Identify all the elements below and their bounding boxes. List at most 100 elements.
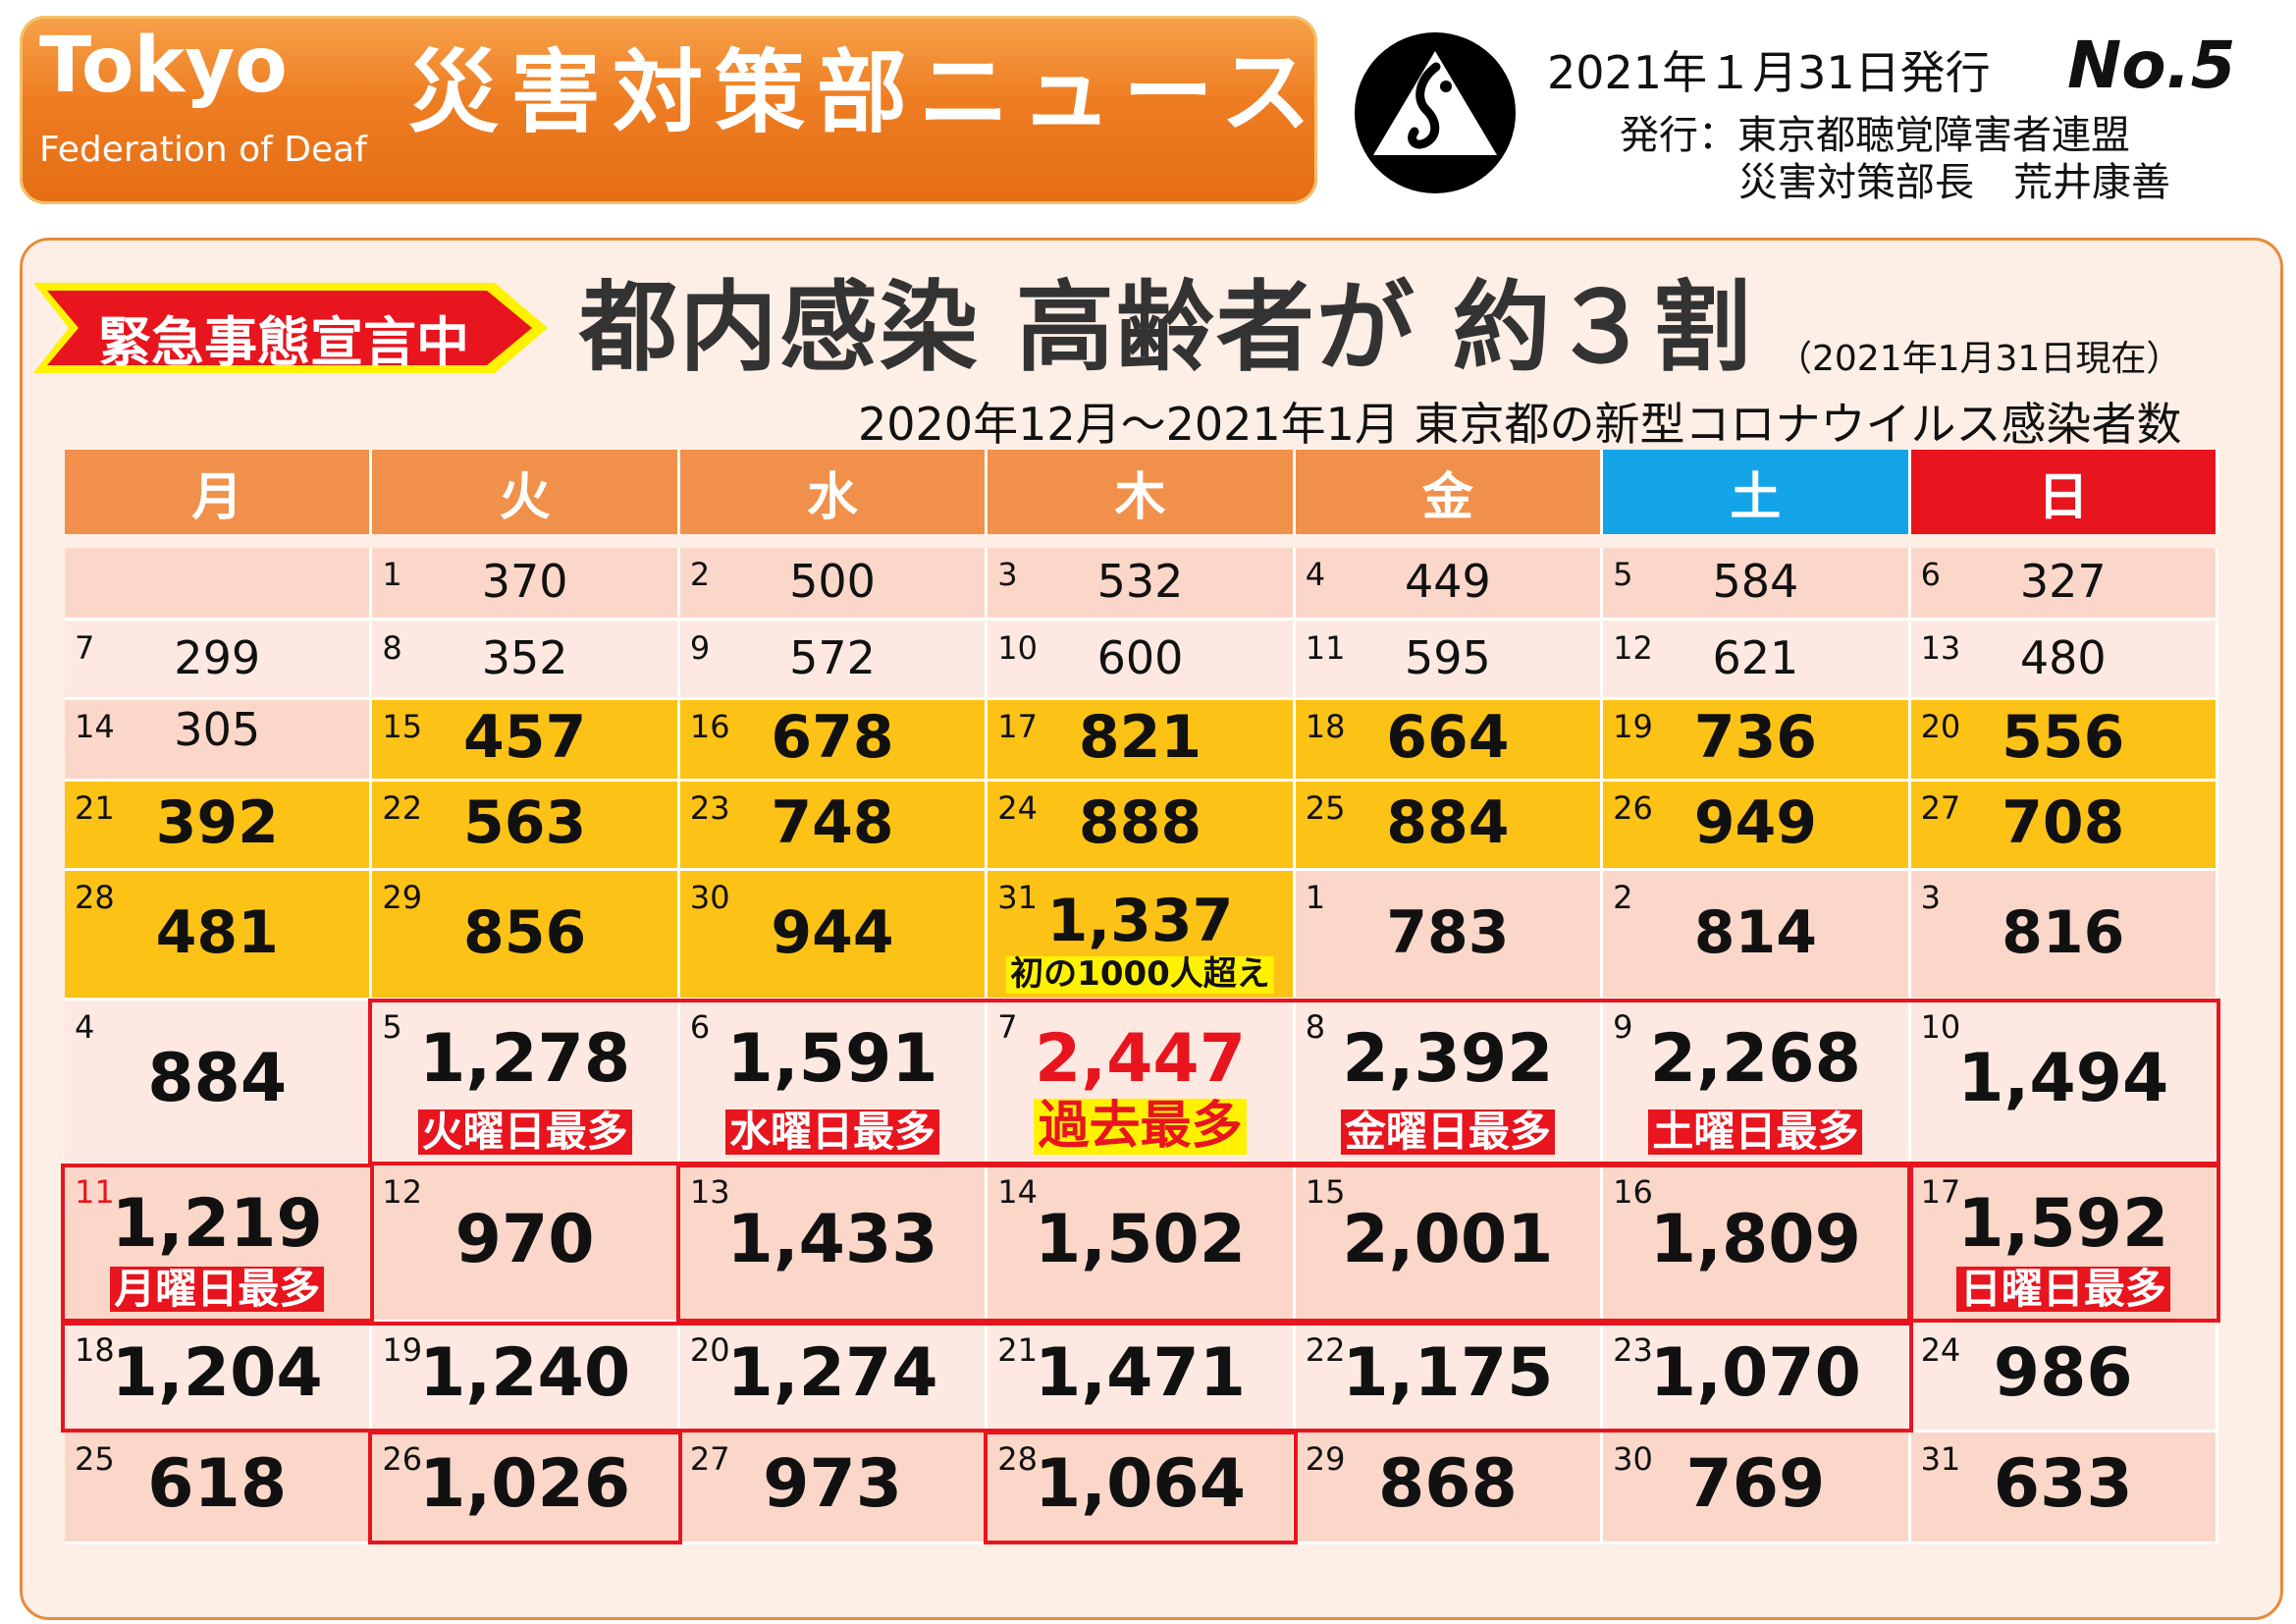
calendar-count: 2,268	[1649, 1019, 1861, 1098]
calendar-day: 12	[1613, 628, 1653, 667]
emergency-arrow-icon	[33, 283, 548, 373]
calendar-count: 884	[147, 1039, 288, 1117]
calendar-count: 973	[763, 1445, 903, 1524]
calendar-count: 944	[771, 897, 894, 967]
calendar-cell: 24 888	[988, 781, 1296, 872]
calendar-count: 1,433	[726, 1201, 938, 1279]
calendar-cell: 14 305	[65, 699, 373, 782]
calendar-count: 595	[1405, 630, 1491, 684]
highlight-box	[984, 1431, 1298, 1545]
calendar-day: 21	[997, 1330, 1038, 1369]
record-tag: 過去最多	[1034, 1098, 1247, 1156]
calendar-day: 20	[1920, 707, 1961, 745]
calendar-count: 618	[147, 1445, 288, 1524]
calendar-cell: 26 949	[1603, 781, 1911, 872]
record-tag: 土曜日最多	[1648, 1109, 1863, 1156]
calendar-day: 16	[1613, 1173, 1653, 1212]
calendar-cell: 17 1,592 日曜日最多	[1910, 1165, 2218, 1324]
as-of-date: （2021年1月31日現在）	[1777, 339, 2182, 379]
calendar-count: 633	[1993, 1445, 2133, 1524]
calendar-cell: 31 633	[1910, 1433, 2218, 1545]
calendar-count: 480	[2019, 630, 2107, 684]
calendar-cell: 13 480	[1910, 621, 2218, 700]
calendar-cell	[65, 548, 373, 622]
calendar-day: 2	[689, 556, 711, 594]
calendar-count: 563	[463, 788, 587, 858]
calendar-day: 6	[689, 1007, 711, 1046]
calendar-day: 30	[1613, 1440, 1653, 1479]
calendar-cell: 29 868	[1295, 1433, 1604, 1545]
calendar-day: 1	[1305, 879, 1326, 917]
calendar-cell: 15 457	[372, 699, 680, 782]
calendar-cell: 10 1,494	[1910, 1000, 2218, 1166]
calendar-cell: 21 1,471	[988, 1323, 1296, 1434]
calendar-count: 816	[2002, 897, 2125, 967]
highlight-box	[61, 1321, 1913, 1434]
calendar-count: 736	[1693, 703, 1817, 773]
calendar-cell: 9 2,268 土曜日最多	[1603, 1000, 1911, 1166]
weekday-header-1: 火	[372, 450, 680, 534]
calendar-day: 19	[1613, 707, 1653, 745]
calendar-cell: 31 1,337 初の1000人超え	[988, 871, 1296, 1001]
calendar-cell: 1 783	[1295, 871, 1604, 1001]
calendar-cell: 18 1,204	[65, 1323, 373, 1434]
calendar-cell: 30 769	[1603, 1433, 1911, 1545]
calendar-day: 8	[382, 628, 402, 667]
calendar-count: 299	[174, 630, 261, 684]
calendar-cell: 21 392	[65, 781, 373, 872]
calendar-count: 600	[1096, 630, 1184, 684]
calendar-cell: 10 600	[988, 621, 1296, 700]
calendar-count: 481	[155, 897, 279, 967]
calendar-day: 31	[1920, 1440, 1961, 1479]
brand-title: Tokyo	[39, 22, 288, 110]
calendar-cell: 11 1,219 月曜日最多	[65, 1165, 373, 1324]
calendar-day: 14	[997, 1173, 1038, 1212]
calendar-count: 457	[463, 703, 587, 773]
highlight-box	[368, 998, 2220, 1166]
calendar-day: 30	[689, 879, 730, 917]
calendar-count: 1,278	[419, 1019, 631, 1098]
calendar-day: 22	[1305, 1330, 1346, 1369]
calendar-day: 10	[1920, 1007, 1961, 1046]
calendar-count: 621	[1712, 630, 1799, 684]
calendar-count: 970	[454, 1201, 595, 1279]
publisher-head: 災害対策部長 荒井康善	[1738, 160, 2170, 205]
calendar-day: 26	[1613, 788, 1653, 827]
record-tag: 月曜日最多	[110, 1267, 325, 1313]
calendar-day: 1	[382, 556, 402, 594]
calendar-day: 18	[1305, 707, 1346, 745]
weekday-header-2: 水	[679, 450, 988, 534]
calendar-count: 532	[1096, 555, 1184, 609]
calendar-cell: 4 449	[1295, 548, 1604, 622]
calendar-cell: 16 1,809	[1603, 1165, 1911, 1324]
calendar-day: 25	[1305, 788, 1346, 827]
calendar-cell: 12 970	[372, 1165, 680, 1324]
calendar-cell: 20 556	[1910, 699, 2218, 782]
calendar-day: 25	[75, 1440, 115, 1479]
calendar-cell: 7 299	[65, 621, 373, 700]
calendar-day: 22	[382, 788, 423, 827]
brand-subtitle: Federation of Deaf	[39, 130, 367, 170]
calendar-cell: 22 1,175	[1295, 1323, 1604, 1434]
calendar-subtitle: 2020年12月～2021年1月 東京都の新型コロナウイルス感染者数	[858, 398, 2182, 451]
calendar-count: 556	[2002, 703, 2125, 773]
calendar-cell: 23 748	[679, 781, 988, 872]
weekday-header-3: 木	[988, 450, 1296, 534]
header-banner	[20, 16, 1317, 204]
calendar-cell: 8 2,392 金曜日最多	[1295, 1000, 1604, 1166]
calendar-cell: 23 1,070	[1603, 1323, 1911, 1434]
calendar-day: 4	[1305, 556, 1326, 594]
calendar-count: 986	[1993, 1334, 2133, 1413]
highlight-box	[1906, 1164, 2220, 1324]
calendar-count: 1,240	[419, 1334, 631, 1413]
calendar-cell: 6 1,591 水曜日最多	[679, 1000, 988, 1166]
calendar-count: 370	[481, 555, 568, 609]
calendar-cell: 30 944	[679, 871, 988, 1001]
calendar-count: 1,070	[1649, 1334, 1861, 1413]
calendar-count: 769	[1685, 1445, 1826, 1524]
calendar-day: 5	[382, 1007, 402, 1046]
calendar-day: 24	[1920, 1330, 1961, 1369]
emergency-label: 緊急事態宣言中	[98, 311, 469, 373]
calendar-cell: 29 856	[372, 871, 680, 1001]
headline: 都内感染 高齢者が 約３割	[579, 270, 1753, 385]
